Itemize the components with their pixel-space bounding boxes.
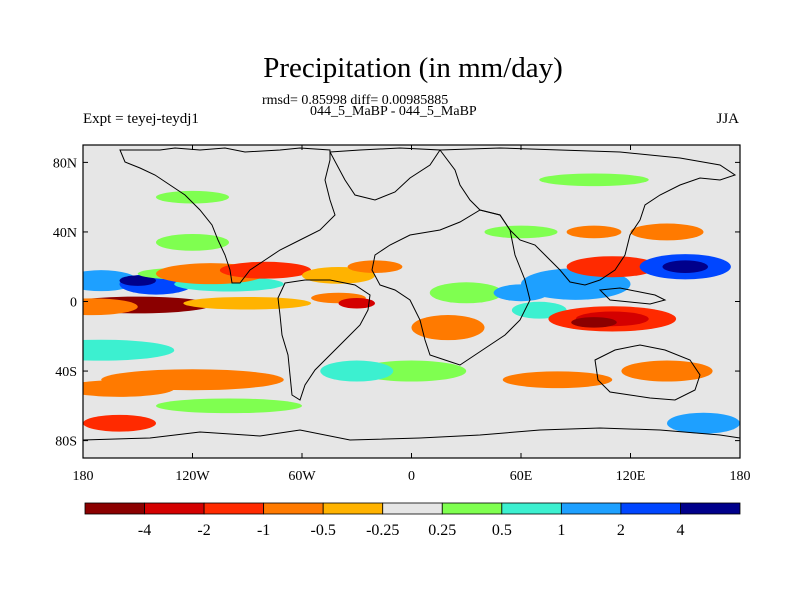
precip-region-39: [156, 190, 229, 204]
x-tick-label: 60W: [288, 469, 316, 484]
precip-region-31: [156, 398, 302, 414]
y-tick-label: 80N: [53, 156, 77, 171]
precip-region-28: [83, 339, 175, 361]
colorbar-label: 4: [676, 522, 684, 539]
colorbar-swatch-0: [84, 502, 145, 515]
y-tick-label: 40S: [55, 365, 77, 380]
colorbar-label: 0.25: [428, 522, 456, 539]
x-tick-label: 120E: [616, 469, 646, 484]
season-label: JJA: [716, 111, 739, 127]
precip-region-2: [119, 275, 156, 286]
y-tick-label: 80S: [55, 435, 77, 450]
colorbar-swatch-3: [263, 502, 324, 515]
colorbar-label: 1: [557, 522, 565, 539]
precip-region-7: [183, 296, 312, 310]
colorbar-label: -0.5: [311, 522, 336, 539]
colorbar-swatch-2: [203, 502, 265, 515]
x-tick-label: 120W: [175, 469, 210, 484]
precip-region-20: [571, 317, 617, 328]
colorbar-label: -0.25: [366, 522, 399, 539]
precip-region-37: [83, 414, 156, 432]
colorbar-swatch-10: [680, 502, 741, 515]
precip-region-25: [630, 223, 704, 241]
precip-region-27: [156, 233, 229, 251]
colorbar-swatch-9: [620, 502, 681, 515]
x-tick-label: 180: [730, 469, 751, 484]
coastline-australia: [594, 344, 701, 401]
coastline-africa-eurasia: [371, 209, 531, 366]
precip-region-15: [429, 282, 503, 304]
colorbar-label: 2: [617, 522, 625, 539]
coastline-indonesia: [598, 287, 667, 305]
colorbar-swatch-5: [382, 502, 443, 515]
precip-region-26: [566, 225, 622, 239]
colorbar-swatch-8: [560, 502, 622, 515]
precip-region-30: [83, 380, 175, 397]
coastline-north-america: [119, 147, 336, 284]
precip-region-38: [484, 225, 558, 239]
y-tick-label: 0: [70, 296, 77, 311]
precip-region-24: [662, 260, 709, 274]
colorbar-label: 0.5: [492, 522, 512, 539]
colorbar-swatch-1: [144, 502, 205, 515]
precip-region-36: [667, 412, 740, 434]
x-tick-label: 60E: [510, 469, 533, 484]
chart-title: Precipitation (in mm/day): [263, 52, 563, 84]
experiment-label: Expt = teyej-teydj1: [83, 111, 199, 127]
precip-region-14: [411, 314, 485, 341]
coastline-greenland: [329, 147, 441, 201]
coastline-south-america: [277, 279, 371, 401]
precip-region-33: [621, 360, 713, 382]
colorbar-label: -4: [138, 522, 151, 539]
colorbar-label: -2: [197, 522, 210, 539]
coastline-asia: [439, 147, 737, 286]
comparison-label: 044_5_MaBP - 044_5_MaBP: [310, 104, 477, 119]
colorbar-label: -1: [257, 522, 270, 539]
precip-region-6: [83, 298, 138, 316]
stats-line: rmsd= 0.85998 diff= 0.00985885: [262, 93, 449, 108]
precip-region-9: [219, 261, 312, 279]
precip-region-11: [347, 260, 403, 274]
y-tick-label: 40N: [53, 226, 77, 241]
colorbar-swatch-6: [441, 502, 503, 515]
precip-region-40: [539, 173, 649, 187]
precip-anomaly-fields: [83, 173, 740, 434]
precip-region-35: [320, 360, 394, 382]
x-tick-label: 180: [73, 469, 94, 484]
colorbar-swatch-4: [322, 502, 384, 515]
precip-region-22: [566, 256, 658, 278]
precip-region-13: [338, 297, 375, 309]
coastline-antarctica: [83, 427, 740, 441]
colorbar-swatch-7: [501, 502, 562, 515]
coastlines: [83, 147, 740, 441]
x-tick-label: 0: [408, 469, 415, 484]
precip-region-32: [502, 371, 613, 389]
